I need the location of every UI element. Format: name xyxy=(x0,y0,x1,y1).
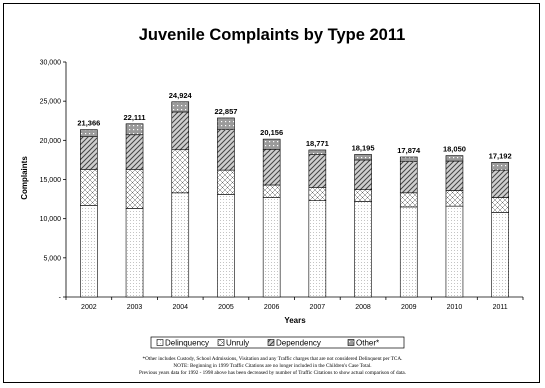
legend-box xyxy=(150,336,405,349)
bar-segment-other-2005 xyxy=(217,117,235,131)
total-label-2007: 18,771 xyxy=(306,139,329,148)
bar-segment-delinquency-2008 xyxy=(354,201,372,298)
footnote-line: *Other includes Custody, School Admissio… xyxy=(142,356,403,362)
y-tick-label: 15,000 xyxy=(40,177,62,184)
bar-segment-dependency-2007 xyxy=(308,154,327,188)
bar-segment-unruly-2003 xyxy=(125,169,144,209)
x-tick-label-2007: 2007 xyxy=(310,304,326,311)
bar-segment-dependency-2006 xyxy=(262,148,281,186)
bar-segment-delinquency-2005 xyxy=(217,194,235,298)
bar-segment-dependency-2004 xyxy=(171,111,190,151)
footnotes: *Other includes Custody, School Admissio… xyxy=(0,356,545,377)
bar-segment-other-2009 xyxy=(399,156,418,162)
plot-area: - 5,000 10,000 15,000 20,000 25,000 30,000 21,3… xyxy=(40,60,524,311)
x-tick-label-2011: 2011 xyxy=(493,304,508,311)
total-label-2006: 20,156 xyxy=(260,128,283,137)
x-tick-label-2008: 2008 xyxy=(355,304,371,311)
bar-segment-dependency-2009 xyxy=(399,161,418,194)
x-tick-label-2005: 2005 xyxy=(218,304,234,311)
footnote-line: Previous years data for 1992 - 1998 abov… xyxy=(139,370,406,376)
legend-swatch-unruly xyxy=(217,339,225,346)
bar-segment-unruly-2005 xyxy=(217,169,235,195)
x-tick-label-2004: 2004 xyxy=(172,304,188,311)
legend-label-unruly: Unruly xyxy=(226,339,249,348)
total-label-2011: 17,192 xyxy=(489,151,512,160)
bar-segment-unruly-2004 xyxy=(171,149,190,194)
bar-segment-other-2007 xyxy=(308,149,327,155)
y-tick-label: 30,000 xyxy=(40,60,62,67)
bar-segment-other-2010 xyxy=(445,155,464,162)
y-axis-label: Complaints xyxy=(20,156,29,200)
total-label-2010: 18,050 xyxy=(443,145,466,154)
legend-swatch-other xyxy=(347,339,355,346)
bar-segment-other-2003 xyxy=(125,123,144,136)
bar-segment-other-2008 xyxy=(354,154,372,161)
bar-segment-delinquency-2010 xyxy=(445,205,464,298)
bar-segment-delinquency-2004 xyxy=(171,192,190,298)
legend-label-dependency: Dependency xyxy=(276,339,321,348)
y-tick-label: - xyxy=(59,295,62,302)
x-tick-label-2010: 2010 xyxy=(447,304,463,311)
bar-segment-delinquency-2011 xyxy=(491,212,509,298)
total-label-2004: 24,924 xyxy=(169,91,193,100)
bar-segment-unruly-2009 xyxy=(399,192,418,208)
legend-swatch-delinquency xyxy=(156,339,164,346)
y-tick-label: 25,000 xyxy=(40,99,62,106)
legend: Delinquency Unruly Dependency Other* xyxy=(150,336,405,349)
y-tick-label: 20,000 xyxy=(40,138,62,145)
bar-segment-delinquency-2003 xyxy=(125,208,144,298)
footnote-line: NOTE: Beginning in 1999 Traffic Citation… xyxy=(173,363,372,369)
bar-segment-unruly-2006 xyxy=(262,184,281,198)
bar-segment-other-2011 xyxy=(491,162,509,171)
bar-segment-unruly-2011 xyxy=(491,197,509,213)
x-tick-label-2006: 2006 xyxy=(264,304,280,311)
x-tick-label-2003: 2003 xyxy=(127,304,143,311)
bar-segment-delinquency-2007 xyxy=(308,200,327,298)
bar-segment-dependency-2011 xyxy=(491,169,509,198)
bar-segment-delinquency-2009 xyxy=(399,206,418,298)
bar-segment-unruly-2008 xyxy=(354,189,372,202)
bar-segment-unruly-2002 xyxy=(80,169,98,206)
bar-segment-dependency-2008 xyxy=(354,159,372,190)
bar-segment-dependency-2002 xyxy=(80,136,98,170)
bar-segment-dependency-2003 xyxy=(125,134,144,170)
total-label-2009: 17,874 xyxy=(397,146,421,155)
x-tick-label-2002: 2002 xyxy=(81,304,97,311)
bar-segment-dependency-2005 xyxy=(217,129,235,171)
bar-segment-unruly-2010 xyxy=(445,190,464,207)
legend-label-other: Other* xyxy=(356,339,379,348)
bar-segment-other-2006 xyxy=(262,138,281,150)
total-label-2003: 22,111 xyxy=(123,113,145,122)
y-tick-label: 10,000 xyxy=(40,216,62,223)
x-tick-label-2009: 2009 xyxy=(401,304,417,311)
bar-segment-delinquency-2006 xyxy=(262,197,281,298)
bar-segment-other-2004 xyxy=(171,101,190,113)
bar-segment-delinquency-2002 xyxy=(80,205,98,298)
total-label-2008: 18,195 xyxy=(352,143,375,152)
bar-segment-dependency-2010 xyxy=(445,160,464,191)
bar-segment-other-2002 xyxy=(80,129,98,137)
x-axis-label: Years xyxy=(284,316,306,325)
chart-title: Juvenile Complaints by Type 2011 xyxy=(139,26,406,44)
legend-swatch-dependency xyxy=(267,339,275,346)
bar-segment-unruly-2007 xyxy=(308,187,327,201)
total-label-2002: 21,366 xyxy=(77,119,100,128)
y-tick-label: 5,000 xyxy=(43,255,61,262)
legend-label-delinquency: Delinquency xyxy=(165,339,209,348)
total-label-2005: 22,857 xyxy=(214,107,237,116)
